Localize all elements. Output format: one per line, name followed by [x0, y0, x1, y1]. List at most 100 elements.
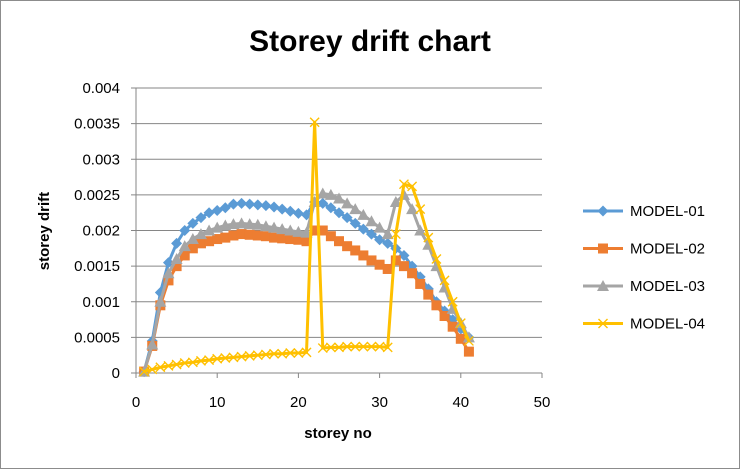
- data-point: [301, 236, 312, 247]
- data-point: [349, 217, 361, 229]
- data-point: [139, 366, 150, 377]
- data-point: [317, 343, 328, 354]
- y-tick-label: 0.001: [82, 294, 120, 311]
- data-point: [194, 228, 207, 240]
- data-point: [462, 331, 475, 343]
- y-axis-label: storey drift: [36, 192, 53, 270]
- data-point: [260, 349, 271, 360]
- data-point: [381, 228, 394, 240]
- data-point: [179, 250, 190, 261]
- data-point: [423, 232, 434, 243]
- data-point: [243, 218, 256, 230]
- data-point: [309, 225, 320, 236]
- data-point: [382, 263, 393, 274]
- data-point: [268, 221, 281, 233]
- data-point: [219, 202, 231, 214]
- data-point: [203, 224, 216, 236]
- data-point: [293, 348, 304, 359]
- legend-label: MODEL-01: [630, 203, 705, 220]
- data-point: [365, 215, 378, 227]
- data-point: [203, 207, 215, 219]
- data-point: [228, 230, 239, 241]
- data-point: [276, 203, 288, 215]
- data-point: [187, 243, 198, 254]
- data-point: [277, 348, 288, 359]
- data-point: [212, 353, 223, 364]
- data-point: [333, 192, 345, 204]
- axes: [131, 87, 543, 378]
- data-point: [146, 338, 159, 350]
- y-tick-label: 0.0035: [74, 116, 120, 133]
- series-model-04: [139, 117, 474, 377]
- data-point: [357, 223, 369, 235]
- legend-marker: [598, 318, 608, 329]
- x-tick-label: 10: [209, 394, 226, 411]
- y-tick-label: 0.004: [82, 80, 120, 97]
- data-point: [382, 237, 394, 249]
- data-point: [179, 225, 191, 236]
- data-point: [277, 233, 288, 244]
- data-point: [390, 229, 401, 240]
- data-point: [187, 357, 198, 368]
- data-point: [195, 212, 207, 224]
- data-point: [366, 255, 377, 266]
- data-point: [227, 198, 239, 210]
- data-point: [162, 257, 174, 269]
- data-point: [358, 341, 369, 352]
- data-point: [398, 261, 409, 272]
- data-point: [276, 223, 289, 235]
- data-point: [455, 318, 466, 329]
- data-point: [260, 200, 272, 212]
- data-point: [244, 350, 255, 361]
- data-point: [268, 201, 280, 213]
- data-point: [447, 321, 458, 332]
- data-point: [325, 342, 336, 353]
- data-point: [195, 355, 206, 366]
- data-point: [236, 197, 248, 209]
- data-point: [374, 341, 385, 352]
- data-point: [334, 236, 344, 247]
- data-point: [358, 250, 369, 261]
- data-point: [374, 259, 385, 270]
- data-point: [463, 335, 474, 346]
- data-point: [187, 217, 199, 229]
- x-tick-label: 50: [534, 394, 551, 411]
- data-point: [186, 233, 199, 245]
- y-tick-label: 0.0025: [74, 187, 120, 204]
- data-point: [439, 311, 450, 321]
- y-tick-label: 0.002: [82, 223, 120, 240]
- data-point: [342, 241, 353, 252]
- data-point: [366, 341, 377, 352]
- data-point: [398, 249, 410, 261]
- data-point: [228, 352, 239, 363]
- legend-item-model-01: MODEL-01: [583, 203, 705, 220]
- legend-label: MODEL-03: [630, 278, 705, 295]
- data-point: [162, 267, 175, 279]
- x-tick-label: 40: [452, 394, 469, 411]
- data-point: [389, 196, 402, 207]
- data-point: [204, 236, 215, 247]
- data-point: [171, 359, 182, 370]
- data-point: [227, 218, 240, 230]
- data-point: [324, 188, 337, 200]
- data-point: [163, 275, 174, 286]
- x-tick-label: 20: [290, 394, 307, 411]
- data-point: [414, 224, 427, 236]
- data-point: [316, 187, 329, 199]
- series-layer: [138, 117, 475, 378]
- data-point: [163, 360, 174, 371]
- data-point: [431, 300, 442, 311]
- data-point: [325, 202, 337, 214]
- legend-label: MODEL-02: [630, 241, 705, 258]
- data-point: [447, 296, 458, 307]
- data-point: [415, 204, 426, 215]
- data-point: [244, 229, 255, 240]
- data-point: [154, 295, 167, 307]
- x-tick-label: 0: [132, 394, 140, 411]
- data-point: [309, 117, 320, 128]
- data-point: [325, 231, 336, 242]
- data-point: [269, 348, 280, 359]
- data-point: [155, 362, 166, 373]
